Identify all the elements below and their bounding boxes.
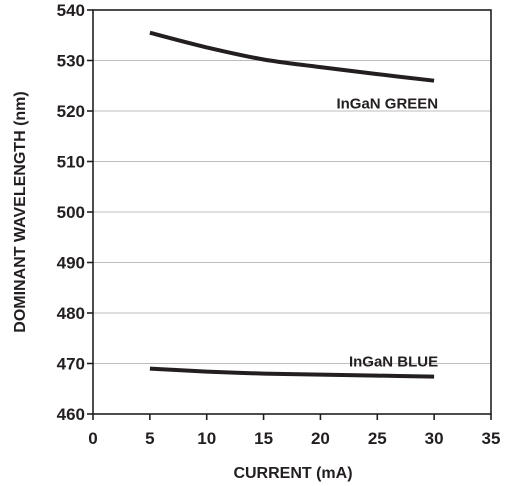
x-tick-label: 0 [88, 429, 97, 448]
y-tick-labels: 460 470 480 490 500 510 520 530 540 [57, 1, 85, 424]
y-tick-label: 500 [57, 203, 85, 222]
y-tick-label: 520 [57, 102, 85, 121]
x-tick-label: 25 [368, 429, 387, 448]
y-tick-label: 540 [57, 1, 85, 20]
series-lines [149, 30, 435, 379]
axis-ticks [87, 9, 492, 420]
y-tick-label: 490 [57, 254, 85, 273]
x-tick-label: 30 [425, 429, 444, 448]
y-tick-label: 460 [57, 405, 85, 424]
y-tick-label: 530 [57, 52, 85, 71]
x-tick-label: 15 [254, 429, 273, 448]
y-tick-label: 470 [57, 355, 85, 374]
x-tick-label: 10 [197, 429, 216, 448]
series-label-0: InGaN GREEN [336, 96, 438, 113]
y-tick-label: 480 [57, 304, 85, 323]
series-line-0 [149, 30, 435, 83]
x-tick-label: 35 [482, 429, 501, 448]
x-tick-labels: 0 5 10 15 20 25 30 35 [88, 429, 500, 448]
y-tick-label: 510 [57, 153, 85, 172]
x-tick-label: 5 [145, 429, 154, 448]
series-line-1 [149, 366, 435, 379]
grid-lines [93, 60, 491, 364]
x-axis-title: CURRENT (mA) [233, 465, 352, 482]
series-label-1: InGaN BLUE [349, 354, 438, 371]
x-tick-label: 20 [311, 429, 330, 448]
y-axis-title: DOMINANT WAVELENGTH (nm) [12, 91, 29, 332]
series-labels: InGaN GREEN InGaN BLUE [336, 96, 438, 371]
